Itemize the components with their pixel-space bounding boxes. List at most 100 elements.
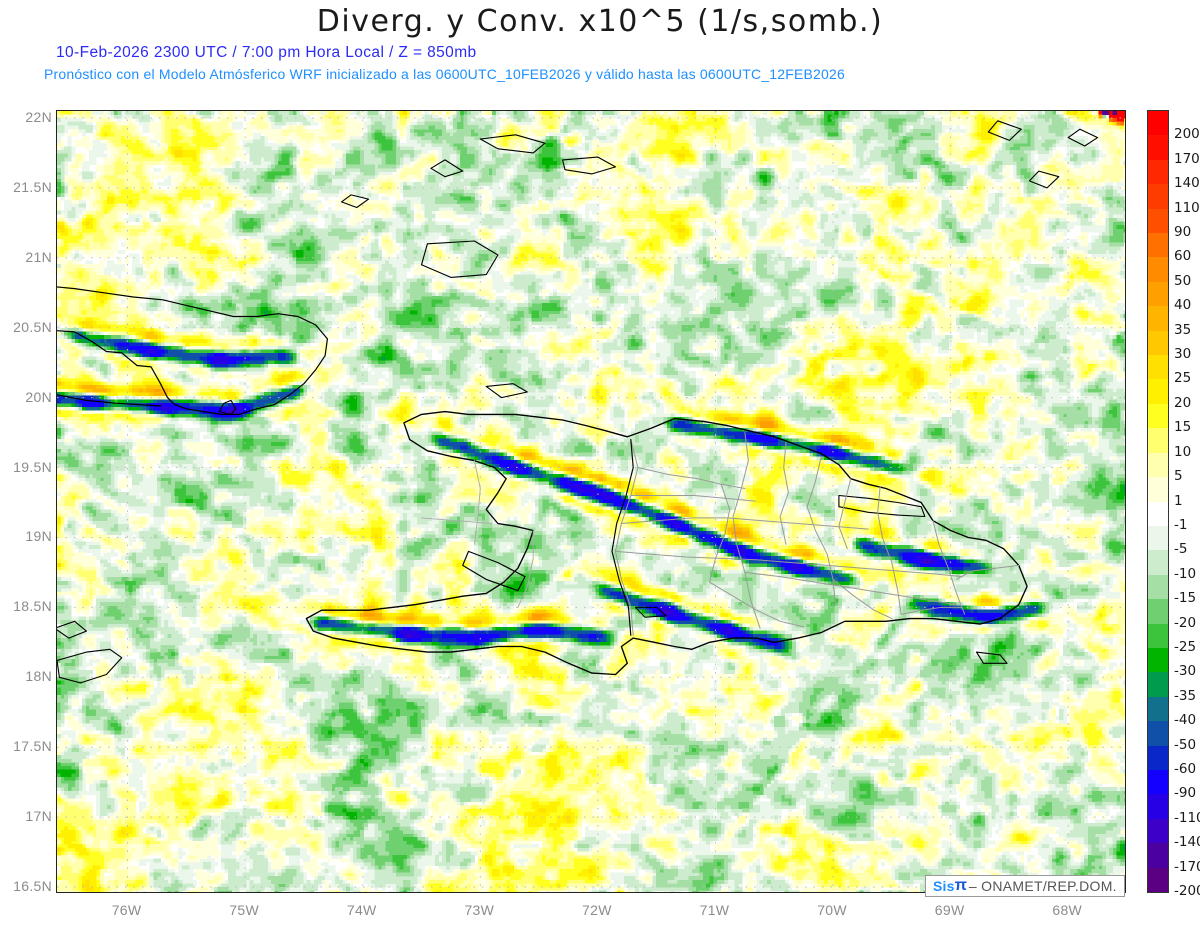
colorbar-tick-label: -20 — [1174, 615, 1196, 631]
colorbar-tick-label: 1 — [1174, 493, 1183, 509]
colorbar-swatch — [1148, 477, 1168, 501]
colorbar-tick-label: -1 — [1174, 517, 1187, 533]
colorbar-swatch — [1148, 453, 1168, 477]
colorbar-tick-label: 30 — [1174, 346, 1191, 362]
colorbar-tick-label: 10 — [1174, 444, 1191, 460]
colorbar-tick-label: 15 — [1174, 419, 1191, 435]
subtitle-datetime: 10-Feb-2026 2300 UTC / 7:00 pm Hora Loca… — [56, 44, 477, 62]
colorbar-swatch — [1148, 721, 1168, 745]
colorbar-tick-label: -5 — [1174, 541, 1187, 557]
colorbar-swatch — [1148, 770, 1168, 794]
colorbar-tick-label: 60 — [1174, 248, 1191, 264]
x-axis-tick-label: 72W — [567, 902, 627, 918]
colorbar-tick-label: 25 — [1174, 370, 1191, 386]
y-axis-tick-label: 19N — [0, 528, 52, 544]
y-axis-tick-label: 20.5N — [0, 319, 52, 335]
y-axis-tick-label: 16.5N — [0, 878, 52, 894]
logo-org-text: – ONAMET/REP.DOM. — [969, 878, 1117, 894]
colorbar-tick-label: -60 — [1174, 761, 1196, 777]
colorbar-swatch — [1148, 746, 1168, 770]
page-title: Diverg. y Conv. x10^5 (1/s,somb.) — [0, 4, 1200, 39]
colorbar-swatch — [1148, 575, 1168, 599]
logo-pi-icon: π — [955, 877, 967, 895]
subtitle-model-info: Pronóstico con el Modelo Atmósferico WRF… — [44, 66, 845, 82]
colorbar-tick-label: 200 — [1174, 126, 1200, 142]
colorbar-tick-label: 170 — [1174, 151, 1200, 167]
colorbar-swatch — [1148, 502, 1168, 526]
colorbar-tick-label: -200 — [1174, 883, 1200, 899]
x-axis-tick-label: 70W — [802, 902, 862, 918]
colorbar-swatch — [1148, 379, 1168, 403]
provider-logo: Sis π – ONAMET/REP.DOM. — [925, 875, 1125, 897]
colorbar-labels: 200 170 140 110 90 60 50 40 35 30 25 20 15 10 5 1 -1 -5 -1… — [1172, 110, 1200, 893]
y-axis-tick-label: 17N — [0, 808, 52, 824]
colorbar-tick-label: 20 — [1174, 395, 1191, 411]
colorbar-tick-label: 40 — [1174, 297, 1191, 313]
y-axis-tick-label: 22N — [0, 109, 52, 125]
colorbar-swatch — [1148, 257, 1168, 281]
field-contour-band — [1113, 118, 1117, 122]
colorbar-swatch — [1148, 794, 1168, 818]
colorbar-swatch — [1148, 135, 1168, 159]
logo-brand-text: Sis — [933, 878, 955, 894]
colorbar-tick-label: -170 — [1174, 859, 1200, 875]
colorbar-swatch — [1148, 111, 1168, 135]
x-axis-tick-label: 69W — [920, 902, 980, 918]
y-axis-tick-label: 18N — [0, 668, 52, 684]
colorbar-swatch — [1148, 428, 1168, 452]
colorbar-tick-label: -15 — [1174, 590, 1196, 606]
colorbar-swatch — [1148, 624, 1168, 648]
colorbar-tick-label: -50 — [1174, 737, 1196, 753]
colorbar-tick-label: -25 — [1174, 639, 1196, 655]
y-axis-tick-label: 17.5N — [0, 738, 52, 754]
colorbar-tick-label: 140 — [1174, 175, 1200, 191]
x-axis-tick-label: 73W — [449, 902, 509, 918]
x-axis-tick-label: 76W — [97, 902, 157, 918]
colorbar-swatch — [1148, 184, 1168, 208]
colorbar-swatch — [1148, 355, 1168, 379]
y-axis-tick-label: 18.5N — [0, 598, 52, 614]
colorbar-swatch — [1148, 331, 1168, 355]
colorbar-tick-label: 110 — [1174, 200, 1200, 216]
colorbar-swatch — [1148, 843, 1168, 867]
x-axis-tick-label: 68W — [1037, 902, 1097, 918]
colorbar-tick-label: -30 — [1174, 663, 1196, 679]
colorbar-tick-label: 35 — [1174, 322, 1191, 338]
x-axis-tick-label: 71W — [684, 902, 744, 918]
colorbar-tick-label: -40 — [1174, 712, 1196, 728]
colorbar-tick-label: -10 — [1174, 566, 1196, 582]
colorbar-swatch — [1148, 550, 1168, 574]
colorbar-swatch — [1148, 526, 1168, 550]
colorbar-swatch — [1148, 697, 1168, 721]
colorbar-swatch — [1148, 209, 1168, 233]
colorbar-tick-label: -110 — [1174, 810, 1200, 826]
divergence-map[interactable] — [56, 110, 1126, 893]
colorbar-swatch — [1148, 868, 1168, 892]
colorbar-tick-label: -90 — [1174, 785, 1196, 801]
field-contour-band — [1102, 111, 1106, 115]
colorbar-swatch — [1148, 160, 1168, 184]
colorbar-tick-label: -140 — [1174, 834, 1200, 850]
y-axis-tick-label: 20N — [0, 389, 52, 405]
colorbar-swatch — [1148, 599, 1168, 623]
colorbar-swatch — [1148, 306, 1168, 330]
colorbar-tick-label: 50 — [1174, 273, 1191, 289]
x-axis-tick-label: 75W — [214, 902, 274, 918]
map-plot-wrapper — [56, 110, 1126, 893]
y-axis-tick-label: 21N — [0, 249, 52, 265]
colorbar-swatch — [1148, 282, 1168, 306]
colorbar-swatch — [1148, 819, 1168, 843]
colorbar-swatch — [1148, 404, 1168, 428]
colorbar-tick-label: 5 — [1174, 468, 1183, 484]
colorbar — [1147, 110, 1169, 893]
colorbar-swatch — [1148, 648, 1168, 672]
y-axis-tick-label: 19.5N — [0, 459, 52, 475]
colorbar-swatch — [1148, 233, 1168, 257]
y-axis-tick-label: 21.5N — [0, 179, 52, 195]
x-axis-tick-label: 74W — [332, 902, 392, 918]
colorbar-tick-label: -35 — [1174, 688, 1196, 704]
field-contour-band — [1116, 122, 1120, 126]
colorbar-tick-label: 90 — [1174, 224, 1191, 240]
colorbar-swatch — [1148, 672, 1168, 696]
divergence-field — [57, 111, 1126, 893]
